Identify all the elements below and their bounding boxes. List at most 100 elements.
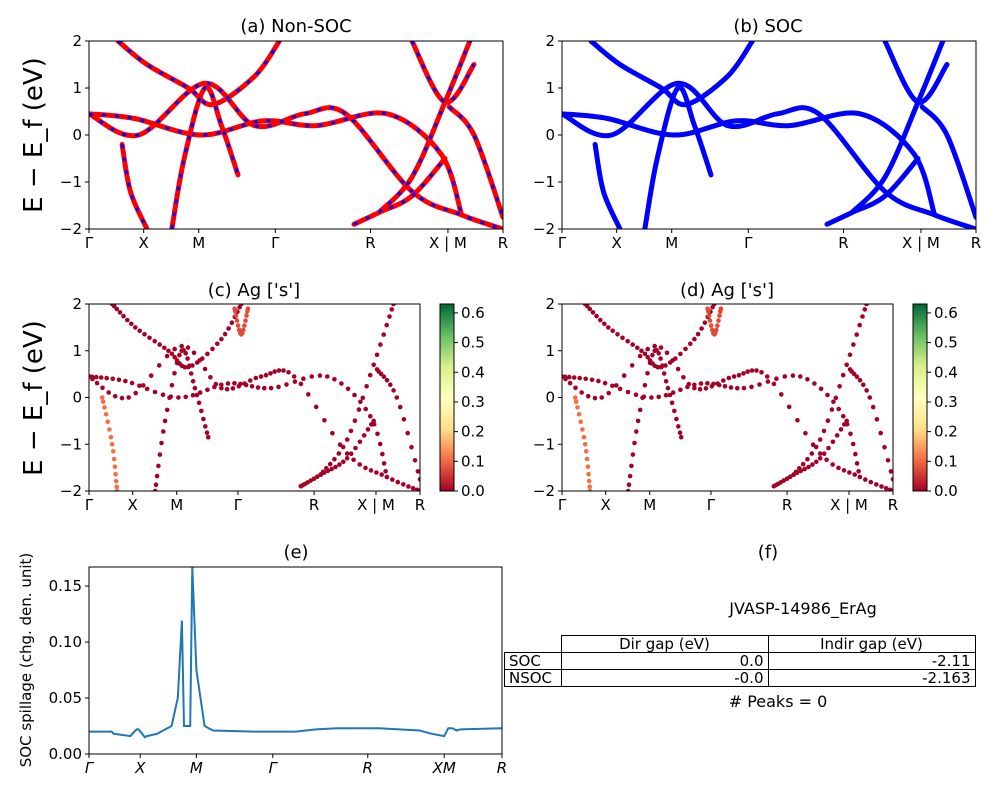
band-point <box>573 385 578 391</box>
band-point <box>172 354 177 360</box>
band-point <box>98 375 104 380</box>
x-tick-label: Γ <box>558 234 567 252</box>
band-point <box>129 321 134 327</box>
band-point <box>563 376 568 382</box>
axes-frame <box>561 303 894 492</box>
band-point <box>377 441 383 447</box>
band-point-weighted <box>112 464 118 470</box>
band-point <box>702 320 708 326</box>
band-point <box>306 392 311 397</box>
table-row: NSOC -0.0 -2.163 <box>504 669 976 687</box>
band-point <box>670 390 676 395</box>
band-point <box>868 479 874 485</box>
band-point <box>663 379 669 384</box>
band-point <box>735 385 740 391</box>
band-point <box>774 376 779 382</box>
band-point <box>156 463 161 469</box>
band-point <box>378 371 384 377</box>
band-point <box>652 343 657 349</box>
x-tick-label: X | M <box>830 496 868 514</box>
band-point <box>194 360 200 365</box>
x-tick-label: R <box>782 496 792 514</box>
band-point <box>782 374 788 379</box>
band-point <box>205 351 210 357</box>
band-point <box>219 385 224 391</box>
band-point <box>125 317 130 323</box>
band-point <box>649 395 654 400</box>
band-point <box>160 392 166 398</box>
band-point <box>610 328 615 334</box>
band-point <box>678 351 683 357</box>
band-point <box>156 363 162 368</box>
band-point-weighted <box>707 318 713 323</box>
band-point <box>749 384 754 390</box>
band-point-weighted <box>587 484 592 490</box>
band-point <box>348 451 354 457</box>
band-point <box>678 434 684 440</box>
band-line <box>562 110 938 218</box>
band-point <box>567 374 572 380</box>
band-point <box>867 395 873 400</box>
band-point <box>157 342 162 347</box>
band-point-weighted <box>113 478 119 484</box>
band-point <box>154 473 160 479</box>
band-point <box>268 385 274 391</box>
band-point <box>174 360 180 366</box>
band-point <box>371 362 377 368</box>
band-point-weighted <box>105 419 110 425</box>
band-point <box>292 379 298 384</box>
band-point-weighted <box>102 405 107 410</box>
band-point <box>224 386 230 392</box>
x-tick-label: Γ <box>558 496 567 514</box>
band-point <box>340 444 346 450</box>
band-point <box>698 381 704 386</box>
band-point <box>336 451 342 456</box>
band-line-dashed <box>89 111 464 216</box>
band-point <box>754 368 759 373</box>
band-point <box>405 430 411 436</box>
band-point <box>144 386 150 392</box>
band-point <box>745 369 750 374</box>
colorbar-tick-label: 0.2 <box>934 423 958 441</box>
band-point <box>298 381 304 387</box>
band-point <box>838 427 844 432</box>
band-point <box>291 374 297 379</box>
band-point <box>797 466 802 471</box>
band-point <box>225 381 231 386</box>
band-point-weighted <box>578 419 583 425</box>
band-point <box>844 418 849 424</box>
band-point <box>741 385 747 391</box>
band-point <box>147 335 152 341</box>
band-point-weighted <box>573 399 579 405</box>
band-point <box>391 304 396 307</box>
band-point <box>205 434 211 440</box>
panel-b-title: (b) SOC <box>733 16 802 37</box>
y-tick-label: −1 <box>533 435 555 453</box>
band-point <box>870 404 876 410</box>
band-point <box>148 373 154 378</box>
band-point <box>176 395 181 400</box>
band-point <box>374 470 379 475</box>
y-tick-label: 1 <box>72 342 82 360</box>
band-point <box>592 395 598 401</box>
band-point <box>114 306 120 312</box>
band-point <box>805 456 810 462</box>
band-point <box>673 356 678 361</box>
band-point-weighted <box>99 395 105 400</box>
x-tick-label: R <box>365 234 375 252</box>
band-point <box>642 351 648 357</box>
band-point <box>100 385 105 391</box>
band-point <box>276 368 282 373</box>
band-point <box>341 459 346 465</box>
band-line <box>119 141 150 229</box>
band-point <box>121 313 126 319</box>
band-point <box>633 392 639 398</box>
band-point-weighted <box>100 399 106 405</box>
band-point <box>658 356 663 361</box>
band-point <box>112 393 118 399</box>
band-point <box>262 385 267 391</box>
x-tick-label: Γ <box>234 496 243 514</box>
plot-area-0 <box>89 41 503 229</box>
band-point <box>360 395 366 401</box>
band-point <box>185 345 191 350</box>
